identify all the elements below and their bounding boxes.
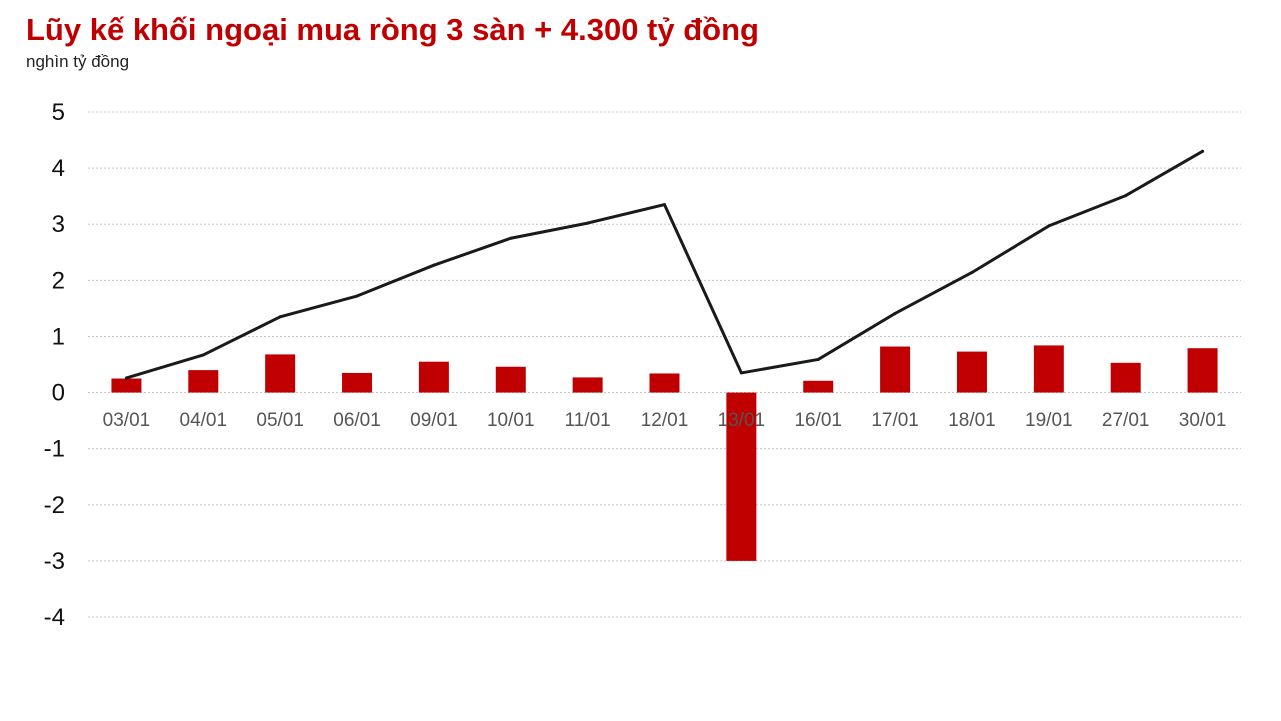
line-point [893,311,897,315]
line-point [586,221,590,225]
line-series [124,149,1205,380]
x-tick-label: 30/01 [1179,410,1227,431]
bar-series [111,345,1218,561]
bar [803,380,834,393]
x-axis-ticks: 03/01 04/01 05/01 06/01 09/01 10/01 11/01 12/01… [103,410,1227,431]
y-tick-label: 3 [52,211,65,238]
line-point [663,203,666,207]
bar [111,378,142,393]
bar [188,370,219,393]
y-tick-label: -1 [44,436,65,463]
line-point [432,263,436,267]
bar [726,392,757,561]
bar [956,351,987,393]
bar [1033,345,1064,393]
cumulative-line [124,149,1205,380]
y-tick-label: 1 [52,323,65,350]
y-tick-label: -3 [44,548,65,575]
line-point [1124,194,1128,198]
x-tick-label: 17/01 [871,410,919,431]
x-tick-label: 05/01 [256,410,304,431]
y-axis-ticks: 5 4 3 2 1 0 -1 -2 -3 -4 [44,99,65,631]
chart-title: Lũy kế khối ngoại mua ròng 3 sàn + 4.300… [26,12,759,47]
bar [342,372,373,393]
bar [1187,348,1218,393]
x-tick-label: 27/01 [1102,410,1150,431]
y-tick-label: -4 [44,604,65,631]
bar [649,373,680,393]
y-tick-label: -2 [44,492,65,519]
x-tick-label: 16/01 [794,410,842,431]
bar [1110,362,1141,393]
grid-lines [88,111,1241,618]
line-point [201,353,205,357]
bar [495,366,526,393]
x-tick-label: 11/01 [565,410,611,431]
bar [418,361,449,393]
x-tick-label: 10/01 [487,410,535,431]
x-tick-label: 09/01 [410,410,458,431]
y-tick-label: 5 [52,99,65,126]
line-point [1047,224,1051,228]
y-tick-label: 0 [52,380,65,407]
x-tick-label: 18/01 [948,410,996,431]
line-point [278,315,282,319]
x-tick-label: 19/01 [1025,410,1073,431]
bar [880,346,911,393]
bar [572,377,603,393]
line-point [124,376,128,380]
x-tick-label: 03/01 [103,410,151,431]
line-point [816,357,820,361]
line-point [970,270,974,274]
line-point [1201,149,1205,153]
y-tick-label: 4 [52,155,65,182]
line-point [739,371,743,375]
x-tick-label: 06/01 [333,410,381,431]
x-tick-label: 04/01 [180,410,228,431]
line-point [355,294,359,298]
x-tick-label: 12/01 [641,410,689,431]
line-point [509,236,513,240]
x-tick-label: 13/01 [718,410,766,431]
bar [265,354,296,393]
y-axis-unit-label: nghìn tỷ đồng [26,52,130,71]
y-tick-label: 2 [52,267,65,294]
